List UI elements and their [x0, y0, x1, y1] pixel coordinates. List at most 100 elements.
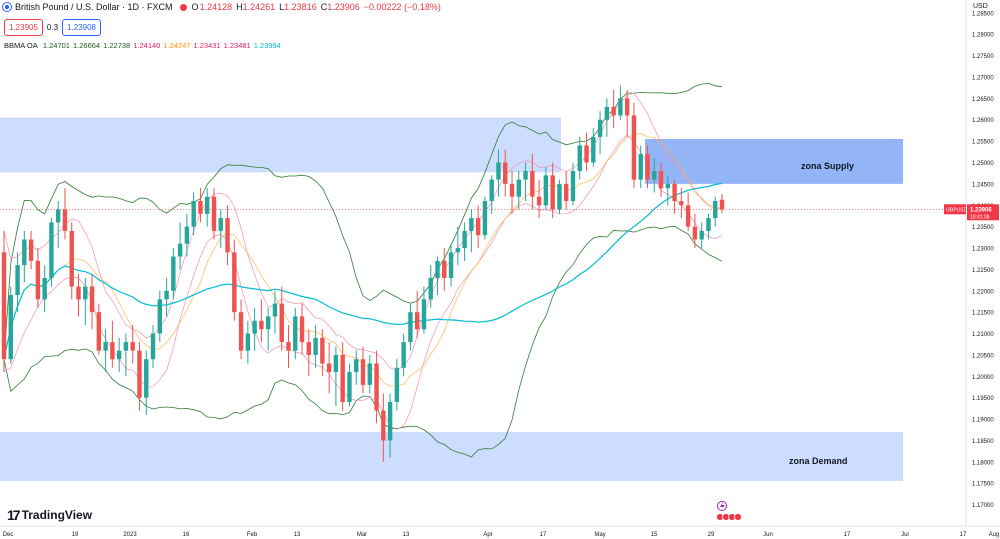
y-tick-label: 1.19500 [972, 396, 994, 402]
candle-body [83, 286, 88, 300]
candle-body [171, 256, 176, 291]
candle-body [604, 106, 610, 120]
low-label: L [279, 2, 285, 12]
market-status-icon [179, 3, 187, 11]
indicator-value: 1.23481 [223, 41, 251, 50]
x-tick-label: 2023 [123, 532, 137, 538]
candle-body [103, 342, 108, 351]
x-tick-label: Jun [763, 532, 773, 538]
x-tick-label: 17 [844, 532, 851, 538]
y-tick-label: 1.21000 [972, 332, 994, 338]
y-tick-label: 1.27000 [972, 75, 994, 81]
candle-body [130, 342, 135, 351]
candle-body [591, 136, 596, 163]
candle-body [442, 260, 447, 278]
high-label: H [236, 2, 243, 12]
indicator-value: 1.22738 [103, 41, 131, 50]
buy-button[interactable]: 1.23908 [62, 19, 101, 36]
candle-body [205, 196, 210, 214]
symbol-title[interactable]: British Pound / U.S. Dollar · 1D · FXCM [15, 2, 173, 12]
candle-body [245, 333, 251, 351]
indicator-values: 1.24701 1.26664 1.22738 1.24140 1.24247 1.234… [43, 41, 284, 50]
y-tick-label: 1.24500 [972, 182, 994, 188]
candle-body [652, 171, 657, 180]
y-tick-label: 1.22500 [972, 268, 994, 274]
candle-body [8, 295, 13, 360]
sell-button[interactable]: 1.23905 [4, 19, 43, 36]
candle-body [272, 303, 278, 317]
symbol-header: British Pound / U.S. Dollar · 1D · FXCM … [2, 2, 445, 12]
demand-zone [0, 431, 903, 482]
candle-body [347, 372, 352, 402]
indicator-value: 1.26664 [72, 41, 101, 50]
candle-body [584, 145, 589, 163]
candle-body [475, 218, 481, 236]
demand-zone-label: zona Demand [789, 456, 848, 466]
candle-body [516, 179, 521, 197]
candle-body [462, 230, 467, 249]
tradingview-logo[interactable]: 17 TradingView [7, 507, 92, 523]
candle-body [211, 196, 217, 231]
candle-body [631, 115, 637, 180]
x-tick-label: 15 [651, 532, 658, 538]
symbol-tag-label: GBPUSD [946, 207, 968, 213]
candle-body [55, 209, 61, 223]
bollinger-upper-line [3, 82, 723, 360]
candle-body [401, 342, 406, 368]
candle-body [42, 277, 47, 300]
y-tick-label: 1.18000 [972, 460, 994, 466]
y-tick-label: 1.28000 [972, 33, 994, 39]
candle-body [692, 226, 698, 240]
candle-body [374, 363, 379, 411]
ema50-line [3, 182, 723, 360]
candle-body [543, 175, 549, 206]
ma5-low-line [3, 134, 723, 430]
candle-body [184, 226, 190, 244]
y-tick-label: 1.19000 [972, 418, 994, 424]
currency-label[interactable]: USD [973, 3, 988, 10]
x-tick-label: 17 [960, 532, 967, 538]
candle-body [550, 175, 555, 210]
candle-body [408, 312, 413, 343]
countdown-value: 10:41:08 [970, 214, 990, 220]
low-value: 1.23816 [284, 2, 317, 12]
candle-body [530, 171, 535, 197]
candle-body [110, 342, 115, 360]
candle-body [685, 205, 691, 227]
supply-zone-left [0, 117, 561, 173]
candle-body [157, 299, 162, 334]
supply-zone [645, 138, 903, 184]
candle-body [679, 200, 684, 206]
candle-body [1, 252, 7, 360]
candle-body [137, 350, 142, 398]
candle-body [557, 183, 562, 210]
candle-body [367, 363, 372, 385]
candle-body [577, 145, 582, 172]
tradingview-wordmark: TradingView [21, 508, 93, 522]
candle-body [638, 153, 643, 180]
candle-body [645, 153, 650, 180]
candle-body [279, 303, 284, 343]
candle-body [293, 316, 298, 351]
candle-body [116, 350, 122, 360]
y-tick-label: 1.23500 [972, 225, 994, 231]
x-tick-label: 16 [183, 532, 190, 538]
candle-body [658, 171, 664, 189]
candle-body [435, 260, 440, 278]
candle-body [28, 239, 34, 261]
x-tick-label: 13 [294, 532, 301, 538]
candle-body [536, 196, 542, 206]
candle-body [286, 342, 291, 351]
candle-body [259, 320, 264, 330]
indicator-legend[interactable]: BBMA OA 1.24701 1.26664 1.22738 1.24140 1.24… [4, 41, 287, 50]
supply-zone-label: zona Supply [801, 161, 855, 171]
y-tick-label: 1.22000 [972, 289, 994, 295]
x-tick-label: Jul [901, 532, 909, 538]
candle-body [191, 200, 196, 227]
x-tick-label: Apr [483, 532, 492, 538]
candle-body [570, 171, 576, 201]
spread-value: 0.3 [46, 23, 59, 32]
candle-body [320, 337, 325, 364]
